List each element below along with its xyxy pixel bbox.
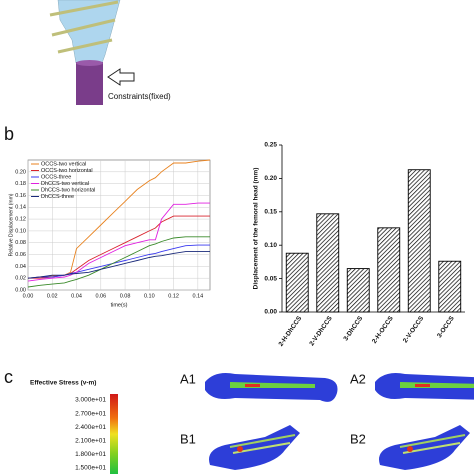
plot-area [27, 159, 211, 291]
bar [346, 268, 370, 313]
y-tick-label: 0.05 [264, 275, 277, 282]
y-tick-label: 0.20 [15, 169, 26, 175]
legend-label: DhCCS-three [41, 194, 74, 200]
bar [377, 227, 401, 313]
legend-label: DhCCS-two vertical [41, 181, 89, 187]
series-line [27, 236, 210, 288]
y-tick-label: 0.04 [15, 264, 26, 270]
y-tick-label: 0.06 [15, 252, 26, 258]
x-axis-label: time(s) [111, 302, 128, 308]
series-line [27, 202, 210, 282]
colorbar-title: Effective Stress (v-m) [30, 380, 96, 387]
colorbar-label: 1.800e+01 [75, 451, 106, 458]
x-tick-label: 2-V-DhCCS [308, 315, 334, 348]
screw [399, 434, 466, 448]
x-tick-label: 0.00 [23, 293, 34, 299]
x-tick-label: 2-H-DhCCS [277, 315, 303, 348]
y-axis-label: Displacement of the femoral head (mm) [253, 168, 260, 290]
bar [316, 213, 340, 313]
y-tick-label: 0.15 [264, 209, 277, 216]
colorbar [110, 394, 118, 474]
legend-label: DhCCS-two horizontal [41, 187, 95, 193]
panel-label: c [4, 367, 13, 387]
x-tick-label: 0.14 [193, 293, 204, 299]
x-tick-label: 2-V-OCCS [402, 315, 426, 345]
x-tick-label: 0.06 [95, 293, 106, 299]
x-tick-label: 0.04 [71, 293, 82, 299]
legend-label: OCCS-three [41, 174, 71, 180]
x-tick-label: 0.02 [47, 293, 58, 299]
colorbar-label: 1.500e+01 [75, 465, 106, 472]
y-tick-label: 0.00 [15, 287, 26, 293]
y-tick-label: 0.14 [15, 205, 26, 211]
colorbar-label: 3.000e+01 [75, 397, 106, 404]
bone [379, 425, 470, 470]
x-tick-label: 3-DhCCS [342, 315, 364, 343]
view-label: B1 [180, 431, 196, 446]
femur-view [379, 425, 470, 470]
constraint-label: Constraints(fixed) [108, 92, 171, 101]
view-label: A1 [180, 371, 196, 386]
x-tick-label: 0.08 [120, 293, 131, 299]
x-tick-label: 3-OCCS [436, 315, 456, 340]
femur-view [205, 373, 338, 402]
y-axis-label: Relative Displacement (mm) [8, 193, 14, 256]
y-tick-label: 0.10 [264, 242, 277, 249]
y-tick-label: 0.10 [15, 228, 26, 234]
stress [415, 384, 430, 387]
bone [209, 425, 300, 470]
y-tick-label: 0.12 [15, 217, 26, 223]
screw [402, 442, 461, 454]
femur-view [209, 425, 300, 470]
y-tick-label: 0.20 [264, 175, 277, 182]
screw [232, 442, 291, 454]
femur-model [49, 0, 135, 105]
panel-label: b [4, 124, 14, 144]
colorbar-label: 2.400e+01 [75, 424, 106, 431]
x-tick-label: 0.10 [144, 293, 155, 299]
y-tick-label: 0.25 [264, 142, 277, 149]
screw [229, 434, 296, 448]
stress [237, 446, 243, 452]
x-tick-label: 0.12 [168, 293, 179, 299]
legend-label: OCCS-two vertical [41, 161, 86, 167]
y-tick-label: 0.18 [15, 181, 26, 187]
colorbar-label: 2.700e+01 [75, 410, 106, 417]
colorbar-label: 2.100e+01 [75, 438, 106, 445]
y-tick-label: 0.08 [15, 240, 26, 246]
y-tick-label: 0.02 [15, 276, 26, 282]
view-label: A2 [350, 371, 366, 386]
bar [407, 169, 431, 313]
bar [438, 260, 462, 313]
view-label: B2 [350, 431, 366, 446]
bar [285, 252, 309, 313]
y-tick-label: 0.16 [15, 193, 26, 199]
x-tick-label: 2-H-OCCS [371, 315, 395, 345]
stress [407, 446, 413, 452]
y-tick-label: 0.00 [264, 309, 277, 316]
legend-label: OCCS-two horizontal [41, 168, 93, 174]
series-line [27, 251, 210, 279]
stress [245, 384, 260, 387]
femur-view [375, 373, 474, 400]
